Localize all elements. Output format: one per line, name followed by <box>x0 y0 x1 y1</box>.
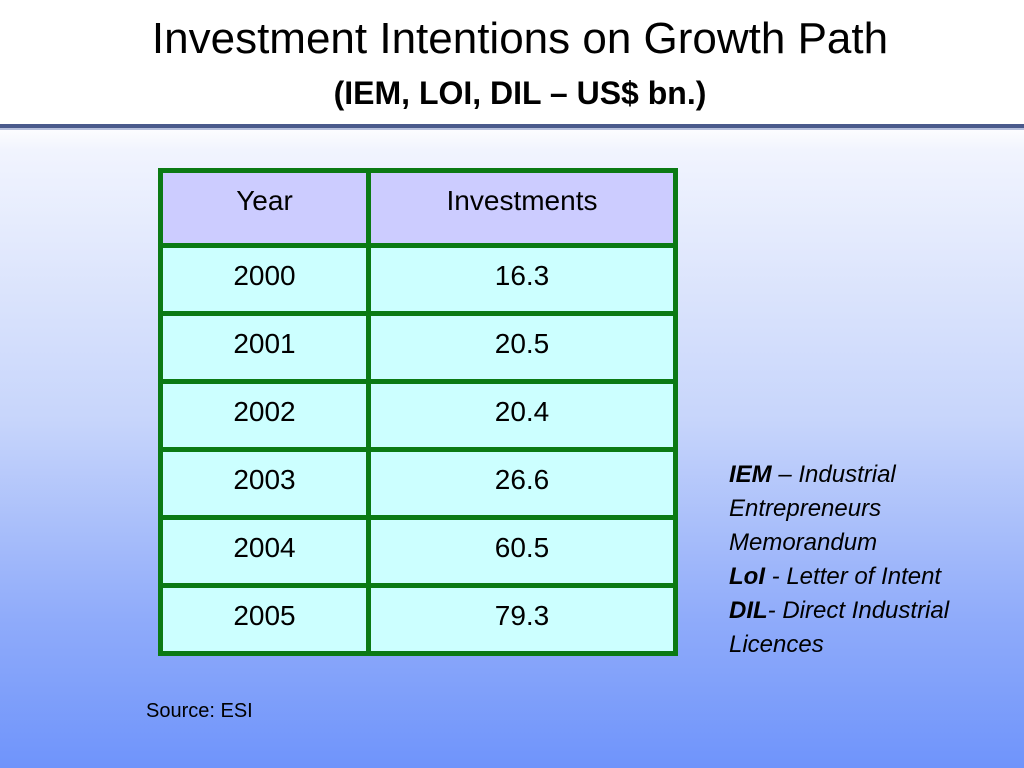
cell-investment: 20.5 <box>366 311 678 384</box>
cell-investment: 60.5 <box>366 515 678 588</box>
legend-abbr: LoI <box>729 563 765 590</box>
cell-investment: 26.6 <box>366 447 678 520</box>
legend-abbr: DIL <box>729 597 768 624</box>
table-row: 2001 20.5 <box>158 311 678 384</box>
cell-investment: 79.3 <box>366 583 678 656</box>
investments-table: Year Investments 2000 16.3 2001 20.5 200… <box>158 168 678 656</box>
legend-sep: – <box>771 461 799 488</box>
slide-header: Investment Intentions on Growth Path (IE… <box>0 0 1024 126</box>
legend-desc: Direct Industrial Licences <box>729 597 950 658</box>
table-row: 2004 60.5 <box>158 515 678 588</box>
header-investments: Investments <box>366 168 678 248</box>
legend-item-iem: IEM – Industrial Entrepreneurs Memorandu… <box>729 458 1009 560</box>
title-divider-shadow <box>0 128 1024 130</box>
header-year: Year <box>158 168 371 248</box>
source-note: Source: ESI <box>146 700 253 722</box>
title-divider <box>0 124 1024 128</box>
cell-year: 2005 <box>158 583 371 656</box>
cell-year: 2001 <box>158 311 371 384</box>
slide-subtitle: (IEM, LOI, DIL – US$ bn.) <box>333 75 707 111</box>
table-row: 2005 79.3 <box>158 583 678 656</box>
abbreviation-legend: IEM – Industrial Entrepreneurs Memorandu… <box>729 458 1009 662</box>
cell-year: 2002 <box>158 379 371 452</box>
legend-sep: - <box>765 563 787 590</box>
cell-year: 2003 <box>158 447 371 520</box>
table-row: 2003 26.6 <box>158 447 678 520</box>
table-header-row: Year Investments <box>158 168 678 248</box>
legend-desc: Industrial Entrepreneurs Memorandum <box>729 461 896 556</box>
legend-item-loi: LoI - Letter of Intent <box>729 560 1009 594</box>
cell-year: 2000 <box>158 243 371 316</box>
cell-investment: 16.3 <box>366 243 678 316</box>
legend-item-dil: DIL- Direct Industrial Licences <box>729 594 1009 662</box>
legend-abbr: IEM <box>729 461 772 488</box>
legend-desc: Letter of Intent <box>786 563 942 590</box>
table-row: 2002 20.4 <box>158 379 678 452</box>
cell-investment: 20.4 <box>366 379 678 452</box>
table-row: 2000 16.3 <box>158 243 678 316</box>
legend-sep: - <box>767 597 783 624</box>
slide-title: Investment Intentions on Growth Path <box>151 14 889 63</box>
cell-year: 2004 <box>158 515 371 588</box>
